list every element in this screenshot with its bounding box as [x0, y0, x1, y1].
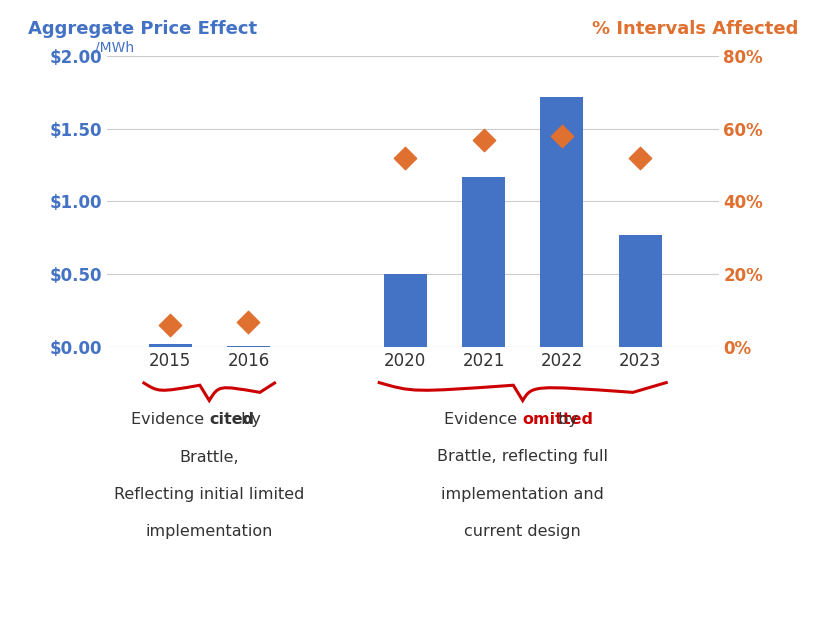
Point [399, 153, 412, 162]
Point [555, 131, 568, 141]
Text: implementation and: implementation and [441, 487, 604, 502]
Bar [227, 346, 270, 347]
Text: Brattle,: Brattle, [179, 450, 239, 464]
Text: Evidence: Evidence [131, 412, 209, 427]
Bar [149, 344, 192, 347]
Point [634, 153, 647, 162]
Text: /MWh: /MWh [95, 40, 135, 55]
Text: Evidence: Evidence [444, 412, 523, 427]
Text: omitted: omitted [523, 412, 594, 427]
Point [477, 135, 490, 144]
Bar [383, 274, 427, 347]
Bar [462, 177, 505, 347]
Bar [619, 235, 662, 347]
Text: implementation: implementation [145, 524, 273, 539]
Point [164, 321, 177, 330]
Text: cited: cited [209, 412, 254, 427]
Text: Brattle, reflecting full: Brattle, reflecting full [437, 450, 608, 464]
Bar [540, 97, 583, 347]
Point [242, 317, 255, 327]
Text: by: by [235, 412, 260, 427]
Text: Aggregate Price Effect: Aggregate Price Effect [28, 20, 257, 38]
Text: current design: current design [464, 524, 581, 539]
Text: Reflecting initial limited: Reflecting initial limited [114, 487, 305, 502]
Text: by: by [553, 412, 578, 427]
Text: % Intervals Affected: % Intervals Affected [591, 20, 798, 38]
